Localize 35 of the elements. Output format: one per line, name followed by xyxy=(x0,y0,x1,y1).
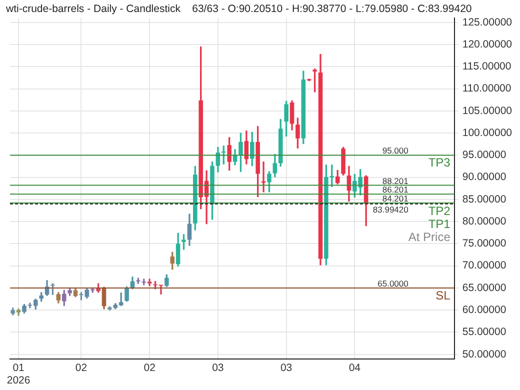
ref-line-label: 83.99420 xyxy=(372,204,409,214)
y-tick-label: 60.00000 xyxy=(462,304,506,316)
y-tick-label: 115.00000 xyxy=(462,60,512,73)
y-tick-label: 105.00000 xyxy=(462,104,512,117)
annotation: TP3 xyxy=(428,156,451,170)
x-tick-label: 03 xyxy=(280,362,292,374)
chart-title: wti-crude-barrels - Daily - Candlestick 63/63 - O:90.20510 - H:90.38770 - L:79.05980 - C:83.99420 xyxy=(5,2,472,15)
x-tick-label: 03 xyxy=(212,362,224,374)
y-tick-label: 90.00000 xyxy=(462,171,506,184)
ref-line-label: 95.000 xyxy=(382,146,409,156)
x-tick-label: 02 xyxy=(75,362,88,374)
annotation: TP2 xyxy=(428,204,451,218)
ref-line-label: 65.0000 xyxy=(378,278,409,288)
y-tick-label: 70.00000 xyxy=(462,260,506,272)
y-tick-label: 110.00000 xyxy=(462,82,512,95)
annotation: At Price xyxy=(408,230,451,244)
ref-line-label: 86.201 xyxy=(382,184,409,195)
y-tick-label: 85.00000 xyxy=(462,193,506,206)
y-tick-label: 125.00000 xyxy=(462,16,512,28)
annotation: SL xyxy=(436,288,451,302)
y-tick-label: 95.00000 xyxy=(462,149,506,162)
y-tick-label: 55.00000 xyxy=(462,326,506,338)
y-tick-label: 100.00000 xyxy=(462,126,512,139)
y-tick-label: 80.00000 xyxy=(462,215,506,228)
y-tick-label: 120.00000 xyxy=(462,38,512,50)
ref-line-label: 88.201 xyxy=(382,176,409,186)
x-tick-label: 04 xyxy=(348,362,361,374)
ref-line-label: 84.201 xyxy=(382,194,409,204)
x-tick-label: 02 xyxy=(144,362,156,374)
x-tick-label: 01 2026 xyxy=(6,362,30,387)
y-tick-label: 75.00000 xyxy=(462,238,506,250)
annotation: TP1 xyxy=(428,217,451,232)
y-tick-label: 50.00000 xyxy=(462,348,506,360)
y-tick-label: 65.00000 xyxy=(462,282,506,294)
candlestick xyxy=(28,302,32,308)
